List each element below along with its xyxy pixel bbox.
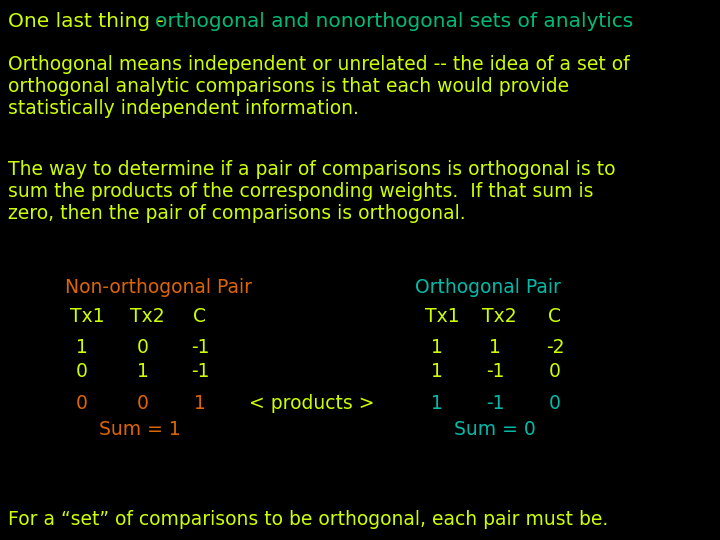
Text: Tx1: Tx1 <box>425 307 459 326</box>
Text: -1: -1 <box>191 362 210 381</box>
Text: 0: 0 <box>549 362 561 381</box>
Text: orthogonal and nonorthogonal sets of analytics: orthogonal and nonorthogonal sets of ana… <box>155 12 634 31</box>
Text: -1: -1 <box>486 394 504 413</box>
Text: The way to determine if a pair of comparisons is orthogonal is to: The way to determine if a pair of compar… <box>8 160 616 179</box>
Text: orthogonal analytic comparisons is that each would provide: orthogonal analytic comparisons is that … <box>8 77 569 96</box>
Text: Tx2: Tx2 <box>482 307 517 326</box>
Text: -1: -1 <box>486 362 504 381</box>
Text: -2: -2 <box>546 338 564 357</box>
Text: 1: 1 <box>431 338 443 357</box>
Text: -1: -1 <box>191 338 210 357</box>
Text: < products >: < products > <box>249 394 374 413</box>
Text: 1: 1 <box>489 338 501 357</box>
Text: 0: 0 <box>137 338 149 357</box>
Text: Sum = 0: Sum = 0 <box>454 420 536 439</box>
Text: Orthogonal means independent or unrelated -- the idea of a set of: Orthogonal means independent or unrelate… <box>8 55 629 74</box>
Text: 0: 0 <box>76 394 88 413</box>
Text: Orthogonal Pair: Orthogonal Pair <box>415 278 561 297</box>
Text: Non-orthogonal Pair: Non-orthogonal Pair <box>65 278 252 297</box>
Text: C: C <box>193 307 206 326</box>
Text: One last thing -: One last thing - <box>8 12 170 31</box>
Text: statistically independent information.: statistically independent information. <box>8 99 359 118</box>
Text: 1: 1 <box>194 394 206 413</box>
Text: Sum = 1: Sum = 1 <box>99 420 181 439</box>
Text: Tx1: Tx1 <box>70 307 104 326</box>
Text: 1: 1 <box>431 362 443 381</box>
Text: 1: 1 <box>431 394 443 413</box>
Text: 0: 0 <box>549 394 561 413</box>
Text: For a “set” of comparisons to be orthogonal, each pair must be.: For a “set” of comparisons to be orthogo… <box>8 510 608 529</box>
Text: 1: 1 <box>76 338 88 357</box>
Text: Tx2: Tx2 <box>130 307 165 326</box>
Text: 1: 1 <box>137 362 149 381</box>
Text: 0: 0 <box>76 362 88 381</box>
Text: C: C <box>548 307 561 326</box>
Text: sum the products of the corresponding weights.  If that sum is: sum the products of the corresponding we… <box>8 182 593 201</box>
Text: 0: 0 <box>137 394 149 413</box>
Text: zero, then the pair of comparisons is orthogonal.: zero, then the pair of comparisons is or… <box>8 204 466 223</box>
